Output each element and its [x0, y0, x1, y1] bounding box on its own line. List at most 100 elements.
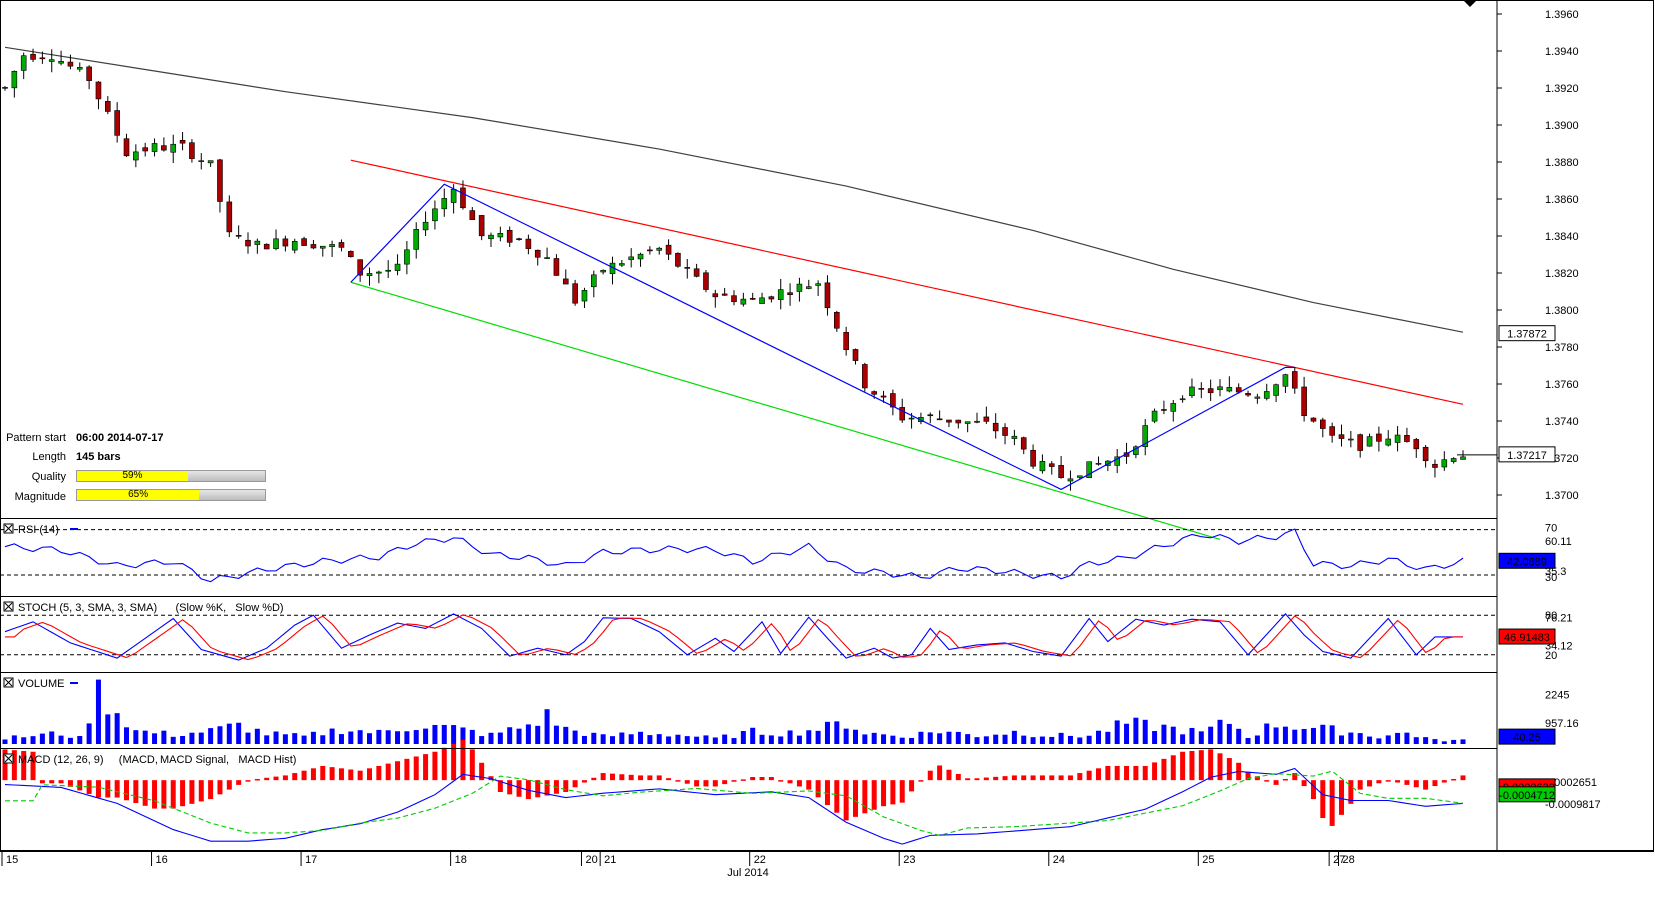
volume-bar — [731, 738, 737, 744]
candle-body — [478, 215, 485, 237]
rsi-line — [4, 528, 1464, 583]
macd-hist-bar — [1161, 758, 1167, 781]
volume-bar — [1133, 717, 1139, 744]
candle-body — [488, 234, 494, 240]
macd-hist-bar — [2, 749, 8, 781]
macd-tick-label: 0.0002651 — [1545, 777, 1597, 789]
volume-bar — [77, 736, 83, 744]
macd-hist-bar — [1170, 755, 1176, 781]
candle-body — [1095, 462, 1102, 465]
volume-bar — [507, 727, 513, 744]
macd-hist-bar — [208, 780, 214, 800]
candle-body — [310, 244, 317, 249]
candle-body — [1357, 434, 1363, 451]
volume-bar — [310, 731, 316, 744]
volume-bar — [787, 730, 793, 744]
candle-body — [20, 55, 27, 71]
stoch-value-label: 46.91483 — [1504, 632, 1550, 644]
day-label: 25 — [1202, 854, 1214, 866]
candle-body — [1338, 434, 1345, 439]
volume-bar — [591, 732, 597, 744]
candle-body — [964, 421, 971, 424]
macd-hist-bar — [1310, 780, 1316, 800]
volume-bar — [2, 739, 8, 744]
macd-hist-bar — [722, 780, 728, 785]
candle-body — [721, 293, 728, 296]
macd-hist-bar — [282, 775, 288, 781]
macd-hist-bar — [189, 780, 195, 804]
price-tick-label: 1.3740 — [1545, 416, 1579, 428]
candle-body — [282, 238, 289, 247]
volume-bar — [376, 729, 382, 744]
candle-body — [301, 238, 307, 246]
candle-body — [394, 263, 401, 271]
candle-body — [1460, 456, 1466, 460]
macd-hist-bar — [544, 780, 550, 796]
candle-body — [619, 263, 625, 266]
candle-body — [235, 235, 242, 237]
volume-bar — [1180, 734, 1186, 744]
candle-body — [1114, 456, 1120, 466]
macd-hist-bar — [1432, 780, 1438, 787]
candle-body — [703, 272, 709, 290]
macd-hist-bar — [39, 780, 45, 784]
macd-hist-bar — [245, 780, 251, 782]
candle-body — [1329, 426, 1335, 436]
candle-body — [1217, 386, 1223, 390]
candle-body — [114, 110, 120, 136]
macd-hist-bar — [647, 775, 653, 781]
candle-body — [955, 419, 962, 424]
candle-body — [11, 70, 18, 89]
candle-body — [983, 416, 990, 422]
volume-bar — [1086, 735, 1092, 744]
volume-bar — [1301, 728, 1307, 744]
macd-hist-bar — [423, 754, 429, 781]
macd-hist-bar — [806, 780, 812, 790]
candle-body — [936, 418, 943, 421]
candle-body — [291, 241, 298, 251]
macd-hist-bar — [535, 780, 541, 798]
quality-bar-fill — [77, 471, 188, 481]
panel-series-name: Slow %D) — [235, 602, 283, 614]
volume-bar — [301, 735, 307, 744]
price-tick-label: 1.3760 — [1545, 379, 1579, 391]
candle-body — [58, 61, 64, 64]
volume-bar — [553, 725, 559, 744]
macd-hist-bar — [1254, 776, 1260, 781]
macd-hist-bar — [1245, 771, 1251, 781]
volume-bar — [348, 731, 354, 744]
macd-hist-bar — [974, 778, 980, 781]
candle-body — [731, 295, 737, 303]
candle-body — [161, 145, 167, 151]
candle-body — [1413, 439, 1420, 450]
volume-bar — [413, 730, 419, 744]
macd-hist-bar — [1021, 775, 1027, 781]
day-label: 16 — [156, 854, 168, 866]
price-panel — [2, 46, 1497, 540]
candle-body — [1394, 434, 1401, 443]
volume-bar — [684, 736, 690, 744]
candle-body — [245, 239, 251, 247]
macd-line — [4, 767, 1464, 845]
volume-bar — [282, 734, 288, 744]
macd-hist-bar — [95, 780, 101, 798]
candle-body — [544, 257, 550, 259]
price-axis: 1.3960 1.3940 1.3920 1.3900 1.3880 1.3860 1.38… — [1497, 9, 1601, 811]
candle-body — [862, 364, 868, 389]
candle-body — [133, 151, 139, 161]
volume-bar — [1451, 739, 1457, 744]
candle-body — [226, 201, 233, 233]
outer-border — [0, 0, 1654, 851]
macd-hist-bar — [796, 780, 802, 787]
volume-tick-label: 957.16 — [1545, 718, 1579, 730]
volume-bar — [853, 729, 858, 744]
macd-hist-bar — [1152, 762, 1158, 781]
candle-body — [637, 253, 644, 260]
candle-body — [992, 422, 999, 432]
volume-bar — [114, 713, 120, 744]
volume-bar — [1376, 738, 1382, 744]
macd-hist-bar — [684, 780, 690, 784]
macd-hist-bar — [525, 780, 531, 800]
volume-bar — [1105, 731, 1111, 744]
